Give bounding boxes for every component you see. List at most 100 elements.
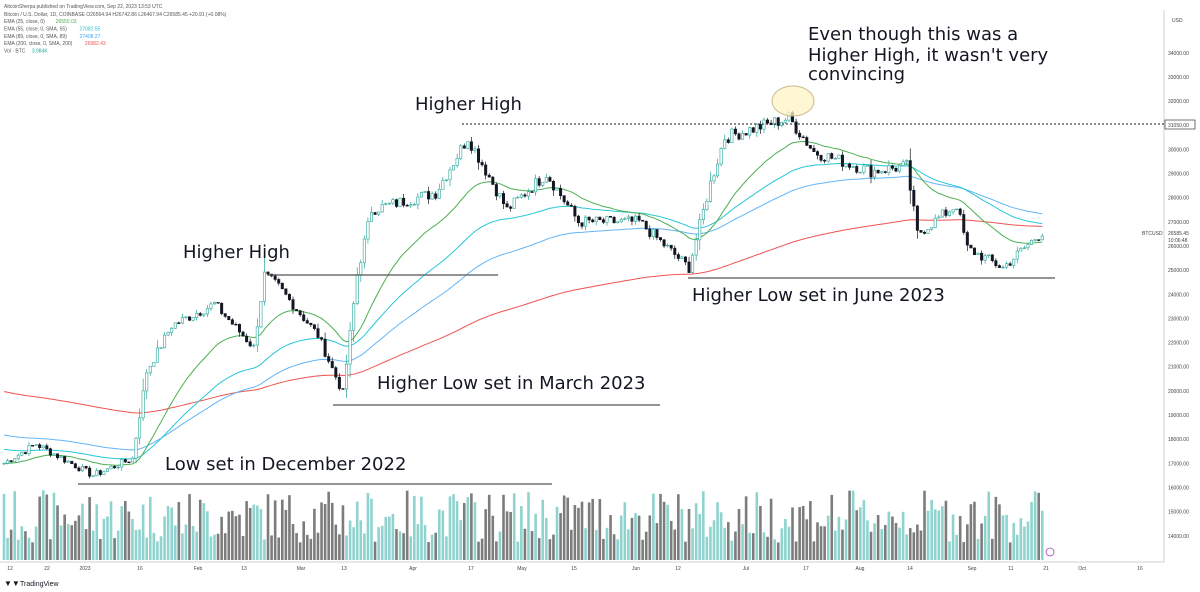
candle-body [66, 460, 70, 463]
candle-body [1012, 258, 1016, 266]
time-tick-label: 15 [571, 566, 577, 572]
last-price-symbol: BTCUSD [1142, 231, 1163, 237]
volume-bar [427, 542, 430, 560]
candle-body [637, 215, 641, 221]
volume-bar [951, 514, 955, 560]
price-tick-label: 24000.00 [1168, 292, 1189, 298]
candle-body [990, 254, 994, 261]
candle-body [216, 302, 220, 304]
candle-body [676, 254, 680, 259]
time-tick-label: 16 [1137, 566, 1143, 572]
volume-bar [298, 542, 302, 560]
candle-body [980, 252, 984, 261]
candle-body [466, 141, 470, 149]
candle-body [473, 148, 477, 151]
volume-bar [673, 529, 677, 560]
candle-body [462, 145, 466, 149]
volume-bar [1001, 515, 1005, 560]
candle-body [262, 271, 266, 302]
candle-body [434, 193, 438, 199]
volume-bar [305, 534, 309, 560]
candle-body [976, 252, 980, 256]
volume-bar [470, 493, 473, 560]
volume-bar [1030, 501, 1033, 560]
volume-bar [776, 542, 780, 560]
volume-bar [495, 541, 498, 560]
volume-bar [41, 490, 45, 560]
volume-bar [562, 495, 566, 560]
volume-bar [980, 523, 983, 560]
ema55-line [3, 162, 1043, 460]
volume-bar [138, 529, 141, 560]
candle-body [1022, 247, 1026, 249]
candle-body [195, 313, 199, 318]
volume-bar [498, 531, 502, 560]
candle-body [155, 347, 159, 363]
candle-body [530, 191, 534, 193]
candle-body [230, 319, 234, 325]
indicator-label: EMA (55, close, 0, SMA, 55) [4, 26, 67, 32]
candle-body [823, 160, 827, 162]
volume-bar [163, 516, 166, 560]
hline-price-label: 31050.00 [1168, 123, 1189, 129]
candle-body [56, 453, 60, 459]
candle-body [384, 203, 388, 205]
volume-bar [13, 491, 17, 560]
candle-body [912, 189, 916, 207]
time-tick-label: 16 [137, 566, 143, 572]
candle-body [394, 199, 398, 207]
candle-body [38, 444, 42, 448]
volume-bar [830, 494, 834, 560]
volume-bar [405, 490, 409, 560]
candle-body [519, 194, 523, 198]
candle-body [34, 444, 38, 446]
time-tick-label: Jul [743, 566, 749, 572]
candle-body [123, 459, 127, 463]
candle-body [352, 303, 356, 331]
time-tick-label: Aug [856, 566, 865, 572]
volume-bar [769, 498, 773, 560]
candle-body [52, 453, 56, 456]
volume-bar [288, 495, 291, 560]
candle-body [373, 212, 377, 215]
candle-body [512, 197, 516, 209]
candle-body [309, 322, 313, 325]
highlight-ellipse[interactable] [771, 85, 815, 117]
volume-bar [395, 529, 398, 560]
volume-bar [338, 534, 341, 560]
candle-body [234, 323, 238, 326]
volume-bar [505, 511, 509, 560]
candle-body [658, 237, 662, 241]
time-tick-label: 17 [468, 566, 474, 572]
candle-body [487, 174, 491, 178]
candle-body [291, 299, 295, 310]
candle-body [673, 247, 677, 255]
volume-bar [773, 539, 776, 560]
candle-body [751, 127, 755, 133]
volume-bar [248, 507, 252, 560]
volume-bar [566, 497, 570, 560]
indicator-value: 27408.27 [80, 34, 101, 40]
lightning-icon[interactable] [1045, 547, 1055, 557]
candle-body [1001, 266, 1005, 269]
volume-bar [630, 517, 634, 560]
candle-body [359, 262, 363, 276]
candle-body [148, 366, 152, 374]
candle-body [890, 165, 894, 169]
candle-body [580, 222, 584, 227]
candle-body [766, 119, 770, 124]
volume-bar [901, 511, 905, 560]
candle-body [419, 192, 423, 198]
annotation-higher-high-jul-3: convincing [808, 64, 905, 85]
candle-body [544, 177, 548, 183]
candle-body [601, 219, 605, 223]
candle-body [77, 467, 81, 472]
candle-body [437, 189, 441, 199]
volume-bar [930, 499, 933, 560]
candle-body [619, 219, 623, 223]
volume-bar [994, 496, 998, 560]
volume-bar [869, 531, 873, 560]
volume-bar [270, 535, 273, 560]
time-axis: 12 22 2023 16 Feb 13 Mar 13 Apr 17 May 15 Jun 12 Jul 17… [7, 566, 1143, 572]
candle-body [16, 454, 20, 460]
